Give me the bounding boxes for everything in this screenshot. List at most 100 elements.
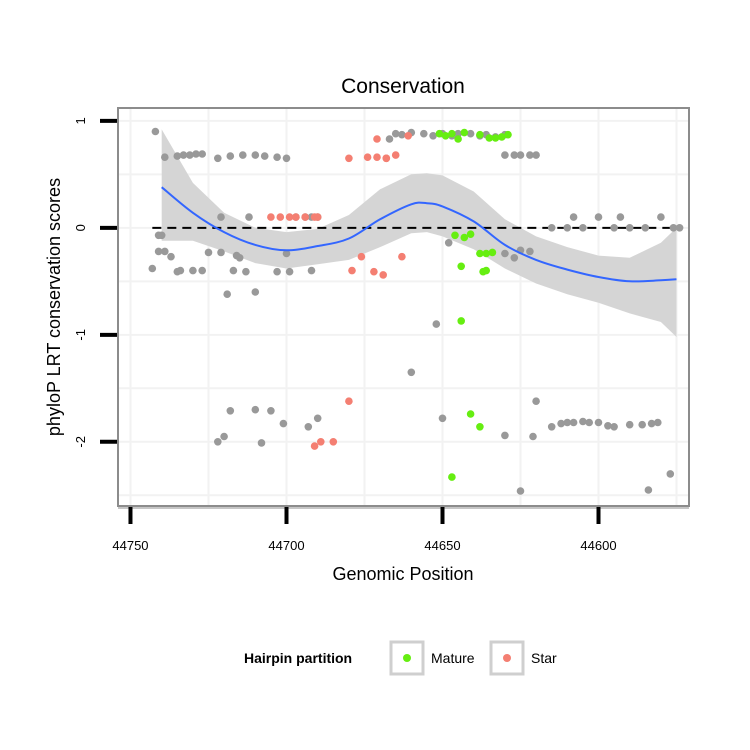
point-other — [594, 418, 603, 427]
point-other — [232, 251, 241, 260]
x-axis: 44750 44700 44650 44600 — [112, 507, 689, 553]
x-axis-label: Genomic Position — [332, 564, 473, 584]
point-other — [501, 431, 509, 440]
point-other — [510, 151, 519, 159]
legend-dot-star — [503, 654, 511, 662]
y-axis-label: phyloP LRT conservation scores — [44, 178, 64, 436]
point-other — [285, 267, 294, 276]
point-star — [292, 213, 300, 221]
point-star — [301, 213, 310, 221]
point-other — [385, 135, 394, 143]
point-other — [189, 266, 197, 275]
point-star — [345, 397, 353, 406]
point-other — [251, 151, 260, 159]
point-mature — [476, 249, 484, 258]
point-mature — [491, 134, 500, 142]
point-other — [638, 420, 646, 429]
point-other — [432, 320, 441, 328]
point-mature — [457, 317, 466, 325]
point-other — [563, 418, 572, 427]
legend: Hairpin partition Mature Star — [244, 640, 557, 676]
point-other — [501, 249, 509, 258]
point-other — [610, 423, 618, 431]
point-other — [585, 418, 593, 427]
chart-title: Conservation — [341, 75, 465, 98]
point-other — [257, 439, 266, 447]
point-other — [176, 266, 185, 275]
point-mature — [504, 130, 512, 139]
point-other — [444, 239, 453, 247]
point-other — [304, 423, 313, 431]
point-other — [282, 249, 291, 258]
point-mature — [476, 423, 484, 431]
point-mature — [448, 473, 456, 481]
point-other — [407, 368, 416, 377]
point-other — [220, 432, 228, 441]
point-star — [276, 213, 285, 221]
point-other — [547, 423, 556, 431]
point-star — [317, 438, 325, 446]
point-other — [594, 213, 603, 221]
point-other — [532, 151, 540, 159]
point-other — [438, 414, 447, 423]
point-other — [391, 129, 400, 138]
point-other — [192, 150, 200, 158]
point-mature — [448, 129, 456, 138]
legend-label-star: Star — [531, 650, 557, 666]
point-star — [267, 213, 275, 221]
point-other — [398, 130, 406, 139]
point-mature — [457, 262, 466, 271]
point-other — [273, 267, 281, 276]
point-other — [226, 152, 235, 160]
point-other — [167, 252, 175, 261]
point-other — [579, 224, 587, 232]
point-other — [251, 405, 260, 414]
point-other — [154, 247, 163, 256]
point-other — [557, 419, 565, 428]
point-other — [610, 224, 618, 232]
point-other — [669, 224, 678, 232]
point-mature — [466, 230, 475, 238]
point-other — [616, 213, 625, 221]
point-other — [529, 432, 537, 441]
point-other — [563, 224, 572, 232]
point-other — [198, 150, 206, 158]
point-other — [198, 266, 206, 275]
point-other — [161, 247, 169, 256]
point-mature — [488, 248, 497, 257]
point-other — [647, 419, 656, 428]
point-other — [148, 264, 157, 273]
point-other — [313, 414, 322, 423]
point-other — [214, 154, 222, 163]
point-other — [273, 153, 281, 161]
point-other — [675, 224, 684, 232]
point-mature — [441, 132, 450, 140]
point-other — [223, 290, 231, 299]
y-tick-label: -2 — [73, 436, 88, 448]
point-other — [510, 253, 519, 262]
point-other — [654, 418, 662, 427]
point-star — [379, 271, 388, 279]
point-other — [526, 151, 534, 159]
smooth-line — [161, 186, 677, 283]
point-other — [245, 213, 253, 221]
point-other — [282, 154, 291, 163]
point-mature — [498, 133, 506, 141]
point-other — [429, 132, 437, 140]
point-other — [204, 248, 213, 257]
point-mature — [460, 128, 469, 137]
point-other — [547, 224, 556, 232]
point-other — [625, 420, 634, 429]
point-other — [501, 151, 509, 159]
point-mature — [466, 410, 475, 418]
point-other — [151, 127, 160, 136]
point-other — [420, 129, 428, 138]
point-other — [239, 151, 247, 159]
point-other — [242, 267, 250, 276]
point-other — [161, 153, 169, 161]
point-mature — [451, 231, 459, 240]
point-star — [391, 151, 400, 159]
point-star — [363, 153, 372, 161]
point-other — [229, 266, 238, 275]
